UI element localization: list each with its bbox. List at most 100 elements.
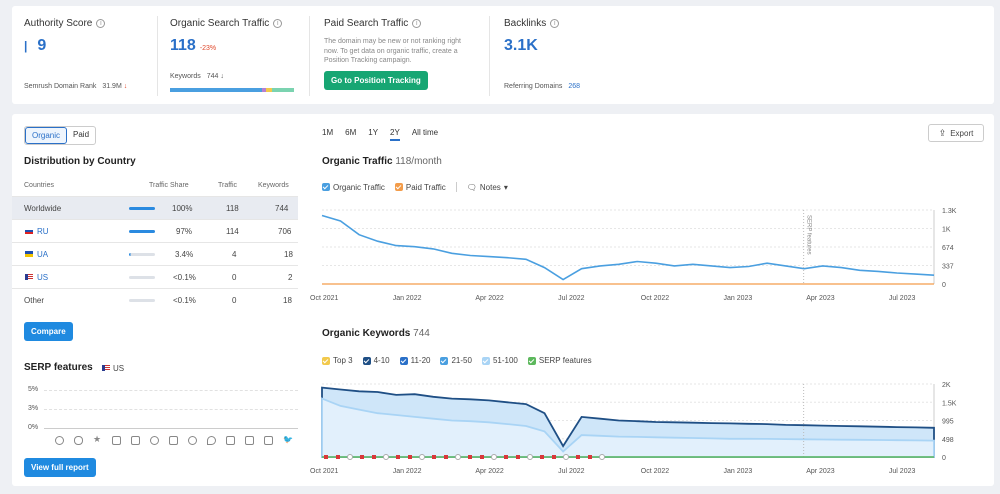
y-tick-label: 0 xyxy=(942,455,946,462)
authority-title: Authority Score xyxy=(24,18,93,29)
note-marker xyxy=(599,454,605,460)
organic-traffic-chart-title: Organic Traffic 118/month xyxy=(322,156,442,167)
y-tick-label: 1.5K xyxy=(942,400,957,407)
faq-icon[interactable] xyxy=(264,436,273,445)
col-traffic-share[interactable]: Traffic Share xyxy=(149,182,189,189)
legend-top3[interactable]: Top 3 xyxy=(322,356,353,365)
serp-marker xyxy=(480,455,484,459)
keywords-value[interactable]: 744 xyxy=(206,73,219,80)
note-marker xyxy=(419,454,425,460)
serp-marker xyxy=(516,455,520,459)
x-tick-label: Oct 2022 xyxy=(641,295,670,302)
legend-serp-features[interactable]: SERP features xyxy=(527,356,592,365)
info-icon[interactable]: i xyxy=(273,19,283,28)
legend-11-20[interactable]: 11-20 xyxy=(399,356,430,365)
local-pack-icon[interactable] xyxy=(55,436,64,445)
share-value: 97% xyxy=(176,227,193,236)
info-icon[interactable]: i xyxy=(96,19,106,28)
view-full-report-button[interactable]: View full report xyxy=(24,458,96,477)
note-marker xyxy=(527,454,533,460)
twitter-icon[interactable]: 🐦 xyxy=(283,435,293,444)
serp-marker xyxy=(576,455,580,459)
news-icon[interactable] xyxy=(188,436,197,445)
tab-paid[interactable]: Paid xyxy=(73,130,90,139)
legend-51-100[interactable]: 51-100 xyxy=(481,356,518,365)
table-row[interactable]: US <0.1% 0 2 xyxy=(12,265,298,288)
x-tick-label: Oct 2021 xyxy=(310,468,339,475)
serp-marker xyxy=(432,455,436,459)
graduation-icon[interactable] xyxy=(226,436,235,445)
us-flag-icon xyxy=(102,365,110,371)
gridline xyxy=(44,390,298,391)
distribution-title: Distribution by Country xyxy=(24,156,136,167)
keywords-value: 18 xyxy=(284,250,293,259)
keywords-value: 706 xyxy=(278,227,292,236)
period-all-time[interactable]: All time xyxy=(411,128,439,137)
country-name: US xyxy=(37,273,49,282)
share-value: <0.1% xyxy=(173,273,196,282)
shopping-icon[interactable] xyxy=(245,436,254,445)
link-icon[interactable] xyxy=(74,436,83,445)
organic-traffic-metric: Organic Search Traffic i 118 -23% Keywords… xyxy=(170,6,300,104)
authority-value[interactable]: 9 xyxy=(37,37,47,54)
location-icon[interactable] xyxy=(207,436,216,445)
share-value: 3.4% xyxy=(175,250,194,259)
info-icon[interactable]: i xyxy=(550,19,560,28)
table-row[interactable]: RU 97% 114 706 xyxy=(12,219,298,242)
table-row[interactable]: Worldwide 100% 118 744 xyxy=(12,196,298,219)
info-icon[interactable]: i xyxy=(412,19,422,28)
y-tick-label: 674 xyxy=(942,245,954,252)
col-countries[interactable]: Countries xyxy=(24,182,54,189)
country-table-header: Countries Traffic Share Traffic Keywords xyxy=(12,180,298,196)
col-traffic[interactable]: Traffic xyxy=(218,182,238,189)
divider xyxy=(489,16,490,96)
x-tick-label: Apr 2023 xyxy=(806,295,835,302)
note-marker xyxy=(383,454,389,460)
period-1m[interactable]: 1M xyxy=(322,128,334,137)
period-2y[interactable]: 2Y xyxy=(390,128,400,141)
table-row[interactable]: Other <0.1% 0 18 xyxy=(12,288,298,311)
note-marker xyxy=(563,454,569,460)
serp-marker xyxy=(372,455,376,459)
period-6m[interactable]: 6M xyxy=(345,128,357,137)
legend-organic-traffic[interactable]: Organic Traffic xyxy=(322,183,385,192)
organic-traffic-title: Organic Search Traffic xyxy=(170,18,270,29)
star-icon[interactable]: ★ xyxy=(93,434,102,444)
legend-4-10[interactable]: 4-10 xyxy=(362,356,390,365)
image-pack-icon[interactable] xyxy=(131,436,140,445)
y-tick-label: 2K xyxy=(942,382,951,389)
compare-button[interactable]: Compare xyxy=(24,322,73,341)
video-icon[interactable] xyxy=(169,436,178,445)
share-bar xyxy=(129,299,155,302)
legend-paid-traffic[interactable]: Paid Traffic xyxy=(394,183,446,192)
divider xyxy=(309,16,310,96)
notes-dropdown[interactable]: 🗨 Notes ▾ xyxy=(466,182,508,192)
sitelinks-icon[interactable] xyxy=(150,436,159,445)
organic-paid-toggle: Organic Paid xyxy=(24,126,97,145)
serp-marker xyxy=(336,455,340,459)
period-1y[interactable]: 1Y xyxy=(368,128,379,137)
referring-domains-value[interactable]: 268 xyxy=(568,83,580,90)
organic-traffic-chart[interactable]: 1.3K 1K 674 337 0 Oct 2021 Jan 2022 Apr 2022 Jul… xyxy=(12,114,994,486)
serp-marker xyxy=(540,455,544,459)
note-marker xyxy=(347,454,353,460)
serp-marker xyxy=(444,455,448,459)
backlinks-value[interactable]: 3.1K xyxy=(504,37,538,54)
arrow-down-icon: ↓ xyxy=(123,83,128,90)
share-value: 100% xyxy=(172,204,193,213)
export-button[interactable]: ⇪ Export xyxy=(928,124,984,142)
go-to-position-tracking-button[interactable]: Go to Position Tracking xyxy=(324,70,428,90)
organic-traffic-value[interactable]: 118 xyxy=(170,37,196,54)
ru-flag-icon xyxy=(25,228,33,234)
image-icon[interactable] xyxy=(112,436,121,445)
col-keywords[interactable]: Keywords xyxy=(258,182,289,189)
authority-score-metric: Authority Score i | 9 Semrush Domain Rank … xyxy=(24,6,154,104)
x-tick-label: Jan 2023 xyxy=(724,295,753,302)
legend-21-50[interactable]: 21-50 xyxy=(440,356,472,365)
table-row[interactable]: UA 3.4% 4 18 xyxy=(12,242,298,265)
keywords-value: 2 xyxy=(288,273,293,282)
x-tick-label: Jan 2022 xyxy=(393,295,422,302)
tab-organic[interactable]: Organic xyxy=(25,127,68,144)
chevron-down-icon: ▾ xyxy=(503,182,508,192)
export-label: Export xyxy=(950,128,974,138)
